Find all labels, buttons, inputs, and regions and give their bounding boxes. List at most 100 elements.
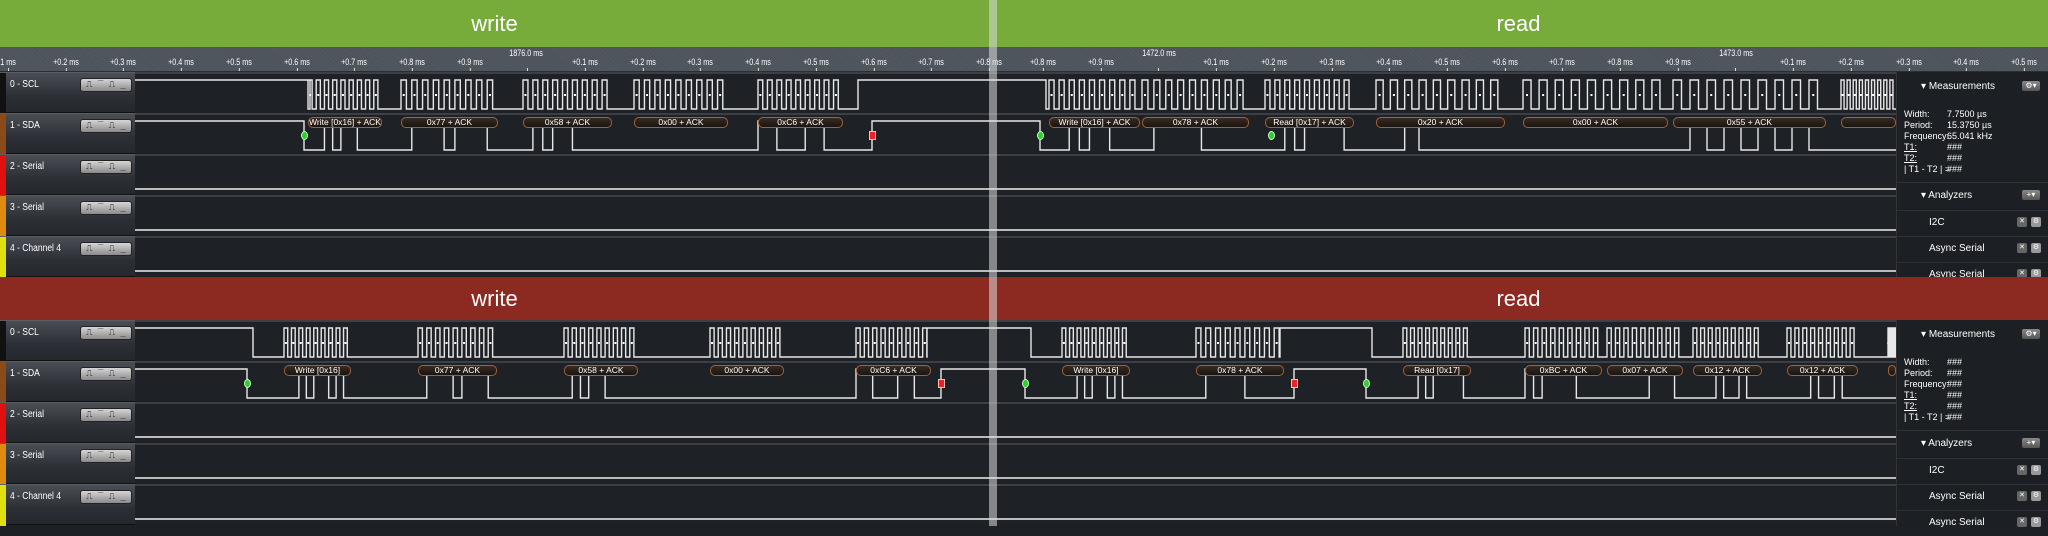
decoded-frame[interactable]: 0x12 + ACK <box>1787 365 1858 376</box>
gear-icon[interactable]: ⚙ <box>2031 243 2041 253</box>
add-analyzer-button[interactable]: +▾ <box>2022 438 2040 448</box>
decoded-frame[interactable]: 0x78 + ACK <box>1142 117 1249 128</box>
decoded-frame[interactable]: Write [0x16] <box>284 365 351 376</box>
channel-label[interactable]: 2 - Serial ⎍ ‾ ⎍ _ <box>0 402 135 444</box>
decoded-frame[interactable]: 0x00 + ACK <box>1523 117 1668 128</box>
analyzers-header[interactable]: ▾ Analyzers <box>1921 190 1972 201</box>
channel-label[interactable]: 3 - Serial ⎍ ‾ ⎍ _ <box>0 443 135 485</box>
measurements-header[interactable]: ▾ Measurements <box>1921 329 1995 340</box>
timing-cursor[interactable] <box>989 0 997 526</box>
ruler-tick-label: +0.3 ms <box>1895 57 1922 71</box>
channel-label[interactable]: 1 - SDA ⎍ ‾ ⎍ _ <box>0 361 135 403</box>
collapse-icon: ▾ <box>1921 329 1929 340</box>
measurements-header[interactable]: ▾ Measurements <box>1921 81 1995 92</box>
decoded-frame[interactable]: 0x58 + ACK <box>564 365 638 376</box>
measurement-value: ### <box>1947 379 1963 389</box>
waveform-area[interactable] <box>135 72 1896 113</box>
trigger-button[interactable]: ⎍ ‾ ⎍ _ <box>80 201 132 215</box>
waveform-area[interactable] <box>135 154 1896 195</box>
decoded-frame[interactable]: Read [0x17] + ACK <box>1265 117 1354 128</box>
clock-sample-dot <box>1693 94 1696 96</box>
analyzer-item[interactable]: Async Serial ✕ ⚙ <box>1897 510 2048 536</box>
decoded-frame[interactable]: Write [0x16] + ACK <box>308 117 382 128</box>
sda-signal <box>135 368 1896 399</box>
channel-label[interactable]: 4 - Channel 4 ⎍ ‾ ⎍ _ <box>0 484 135 526</box>
waveform-area[interactable]: Write [0x16] 0x77 + ACK 0x58 + ACK 0x00 + A… <box>135 361 1896 402</box>
decoded-frame[interactable]: 0x58 + ACK <box>523 117 612 128</box>
channel-label[interactable]: 2 - Serial ⎍ ‾ ⎍ _ <box>0 154 135 196</box>
trigger-button[interactable]: ⎍ ‾ ⎍ _ <box>80 160 132 174</box>
decoded-frame[interactable]: 0xC6 + ACK <box>758 117 843 128</box>
decoded-frame[interactable] <box>1841 117 1896 128</box>
gear-icon[interactable]: ⚙ <box>2031 465 2041 475</box>
analyzer-item[interactable]: Async Serial ✕ ⚙ <box>1897 484 2048 510</box>
waveform-area[interactable] <box>135 484 1896 525</box>
ruler-tick-label: +0.5 ms <box>802 57 829 71</box>
trigger-button[interactable]: ⎍ ‾ ⎍ _ <box>80 490 132 504</box>
close-icon[interactable]: ✕ <box>2017 243 2027 253</box>
analyzer-item[interactable]: Async Serial ✕ ⚙ <box>1897 262 2048 288</box>
timeline-ruler[interactable]: 1 ms +0.2 ms +0.3 ms +0.4 ms +0.5 ms +0.6 ms +… <box>0 47 2048 72</box>
trigger-button[interactable]: ⎍ ‾ ⎍ _ <box>80 367 132 381</box>
clock-sample-dot <box>708 94 711 96</box>
decoded-frame[interactable]: 0x78 + ACK <box>1196 365 1284 376</box>
measurements-title: Measurements <box>1928 81 1995 92</box>
analyzer-item[interactable]: I2C ✕ ⚙ <box>1897 210 2048 236</box>
gear-icon[interactable]: ⚙ <box>2031 269 2041 279</box>
decoded-frame[interactable]: 0x77 + ACK <box>418 365 497 376</box>
decoded-frame[interactable]: 0x00 + ACK <box>634 117 728 128</box>
ruler-tick-label: +0.6 ms <box>1491 57 1518 71</box>
clock-sample-dot <box>1434 342 1437 344</box>
close-icon[interactable]: ✕ <box>2017 269 2027 279</box>
clock-sample-dot <box>1315 94 1318 96</box>
analyzer-item[interactable]: Async Serial ✕ ⚙ <box>1897 236 2048 262</box>
decoded-frame[interactable]: 0x77 + ACK <box>401 117 498 128</box>
measurements-gear-button[interactable]: ⚙▾ <box>2022 329 2040 339</box>
decoded-frame[interactable]: 0x12 + ACK <box>1693 365 1762 376</box>
analyzers-header[interactable]: ▾ Analyzers <box>1921 438 1972 449</box>
ruler-tick-label: +0.4 ms <box>1376 57 1403 71</box>
channel-label[interactable]: 0 - SCL ⎍ ‾ ⎍ _ <box>0 72 135 114</box>
waveform-area[interactable] <box>135 402 1896 443</box>
gear-icon[interactable]: ⚙ <box>2031 491 2041 501</box>
trigger-button[interactable]: ⎍ ‾ ⎍ _ <box>80 449 132 463</box>
measurements-gear-button[interactable]: ⚙▾ <box>2022 81 2040 91</box>
decoded-frame[interactable]: 0x07 + ACK <box>1607 365 1683 376</box>
decoded-frame[interactable]: Write [0x16] <box>1062 365 1130 376</box>
decoded-frame[interactable]: Write [0x16] + ACK <box>1049 117 1140 128</box>
trigger-button[interactable]: ⎍ ‾ ⎍ _ <box>80 119 132 133</box>
add-analyzer-button[interactable]: +▾ <box>2022 190 2040 200</box>
decoded-frame[interactable]: 0x00 + ACK <box>710 365 784 376</box>
channel-label[interactable]: 0 - SCL ⎍ ‾ ⎍ _ <box>0 320 135 362</box>
trigger-button[interactable]: ⎍ ‾ ⎍ _ <box>80 242 132 256</box>
gear-icon[interactable]: ⚙ <box>2031 217 2041 227</box>
gear-icon[interactable]: ⚙ <box>2031 517 2041 527</box>
trigger-button[interactable]: ⎍ ‾ ⎍ _ <box>80 78 132 92</box>
trigger-button[interactable]: ⎍ ‾ ⎍ _ <box>80 326 132 340</box>
decoded-frame[interactable]: 0x20 + ACK <box>1376 117 1505 128</box>
close-icon[interactable]: ✕ <box>2017 491 2027 501</box>
channel-label[interactable]: 4 - Channel 4 ⎍ ‾ ⎍ _ <box>0 236 135 278</box>
decoded-frame[interactable]: 0xBC + ACK <box>1525 365 1602 376</box>
waveform-area[interactable]: Write [0x16] + ACK 0x77 + ACK 0x58 + ACK 0x… <box>135 113 1896 154</box>
decoded-frame[interactable]: 0xC6 + ACK <box>856 365 931 376</box>
close-icon[interactable]: ✕ <box>2017 217 2027 227</box>
waveform-area[interactable] <box>135 195 1896 236</box>
decoded-frame[interactable] <box>1888 365 1896 376</box>
waveform-area[interactable] <box>135 320 1896 361</box>
start-marker-icon <box>1022 379 1029 388</box>
decoded-frame[interactable]: 0x55 + ACK <box>1673 117 1826 128</box>
channel-label[interactable]: 3 - Serial ⎍ ‾ ⎍ _ <box>0 195 135 237</box>
waveform-area[interactable] <box>135 443 1896 484</box>
ruler-tick-label: +0.1 ms <box>1203 57 1229 71</box>
channel-label[interactable]: 1 - SDA ⎍ ‾ ⎍ _ <box>0 113 135 155</box>
clock-sample-dot <box>1378 94 1381 96</box>
close-icon[interactable]: ✕ <box>2017 465 2027 475</box>
close-icon[interactable]: ✕ <box>2017 517 2027 527</box>
ruler-tick-label: +0.9 ms <box>1664 57 1691 71</box>
analyzer-item[interactable]: I2C ✕ ⚙ <box>1897 458 2048 484</box>
waveform-area[interactable] <box>135 236 1896 277</box>
decoded-frame[interactable]: Read [0x17] <box>1403 365 1471 376</box>
stop-marker-icon <box>1291 379 1298 388</box>
trigger-button[interactable]: ⎍ ‾ ⎍ _ <box>80 408 132 422</box>
